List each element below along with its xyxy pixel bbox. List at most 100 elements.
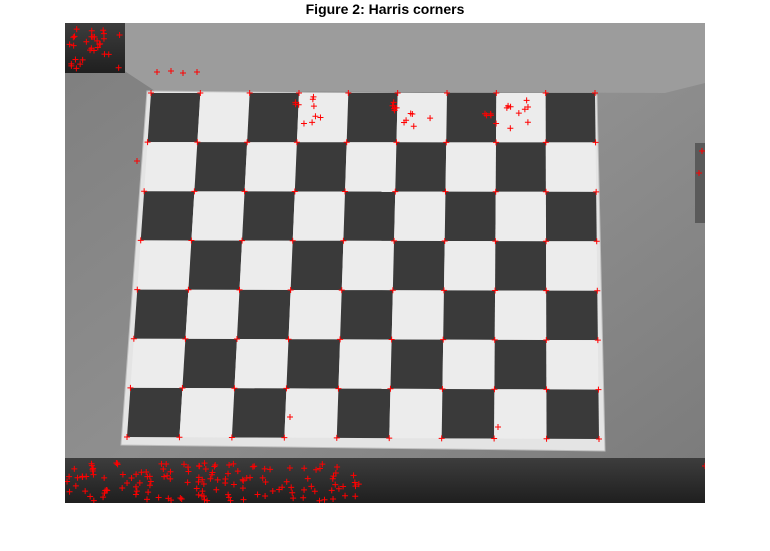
corner-marker — [124, 434, 130, 440]
corner-marker — [440, 336, 447, 343]
light-square — [284, 388, 339, 438]
corner-marker — [66, 41, 73, 48]
corner-marker — [596, 436, 602, 442]
corner-marker — [387, 385, 394, 392]
light-square — [546, 339, 599, 390]
corner-marker — [239, 476, 246, 483]
corner-marker — [66, 473, 73, 480]
corner-marker — [244, 139, 251, 146]
corner-marker — [90, 471, 97, 478]
dark-square — [441, 389, 495, 439]
corner-marker — [702, 463, 705, 469]
light-square — [341, 240, 395, 291]
corner-marker — [338, 287, 345, 294]
dark-square — [494, 339, 547, 390]
light-square — [292, 191, 346, 241]
corner-marker — [66, 488, 73, 495]
corner-marker — [386, 435, 393, 442]
corner-marker — [138, 469, 145, 476]
corner-marker — [440, 287, 447, 294]
corner-marker — [130, 335, 137, 342]
corner-marker — [262, 493, 269, 500]
corner-marker — [146, 473, 153, 480]
light-square — [288, 289, 342, 340]
corner-marker — [240, 477, 247, 484]
corner-marker — [283, 385, 290, 392]
light-square — [244, 142, 297, 192]
corner-marker — [164, 472, 171, 479]
corner-marker — [355, 481, 362, 488]
corner-marker — [439, 386, 446, 392]
corner-marker — [491, 386, 498, 393]
corner-marker — [225, 470, 232, 477]
corner-marker — [239, 485, 246, 492]
corner-marker — [247, 474, 254, 481]
corner-marker — [65, 478, 71, 485]
corner-marker — [246, 90, 253, 96]
dark-square — [127, 387, 183, 438]
corner-marker — [241, 188, 248, 195]
corner-marker — [214, 476, 221, 483]
corner-marker — [160, 466, 167, 473]
corner-marker — [503, 104, 510, 111]
light-square — [396, 93, 447, 143]
corner-marker — [234, 468, 241, 475]
box-top-face — [120, 23, 705, 93]
corner-marker — [443, 139, 450, 146]
corner-marker — [188, 237, 195, 244]
corner-marker — [133, 471, 140, 478]
corner-marker — [259, 474, 266, 481]
corner-marker — [185, 468, 192, 475]
corner-marker — [191, 188, 198, 195]
corner-marker — [492, 287, 499, 294]
corner-marker — [267, 466, 274, 473]
corner-marker — [352, 493, 359, 500]
corner-marker — [201, 460, 208, 467]
corner-marker — [289, 489, 296, 496]
corner-marker — [391, 107, 398, 114]
corner-marker — [180, 70, 186, 76]
corner-marker — [699, 148, 705, 154]
corner-marker — [124, 480, 131, 487]
corner-marker — [77, 61, 84, 68]
dark-square — [286, 339, 341, 389]
corner-marker — [309, 119, 316, 126]
corner-marker — [342, 188, 349, 195]
corner-marker — [393, 139, 400, 146]
corner-marker — [230, 481, 237, 488]
corner-marker — [444, 90, 450, 96]
corner-marker — [90, 497, 97, 503]
light-square — [445, 142, 497, 192]
corner-marker — [88, 27, 95, 34]
corner-marker — [403, 117, 410, 124]
corner-marker — [87, 493, 94, 500]
corner-marker — [515, 110, 522, 117]
corner-marker — [279, 484, 286, 491]
corner-marker — [696, 170, 702, 176]
light-square — [191, 191, 245, 241]
corner-marker — [195, 491, 202, 498]
corner-marker — [182, 335, 189, 342]
corner-marker — [70, 34, 77, 41]
corner-marker — [410, 123, 417, 130]
corner-marker — [147, 478, 154, 485]
dark-square — [290, 240, 344, 291]
corner-marker — [185, 286, 192, 293]
light-square — [338, 339, 392, 389]
dark-square — [545, 191, 597, 242]
corner-marker — [350, 472, 357, 479]
dark-square — [140, 191, 195, 241]
corner-marker — [483, 112, 490, 119]
corner-marker — [163, 461, 170, 468]
light-square — [394, 191, 446, 241]
corner-marker — [134, 158, 140, 164]
dark-square — [194, 142, 248, 192]
corner-marker — [334, 463, 341, 470]
corner-marker — [202, 465, 209, 472]
light-square — [495, 191, 547, 242]
corner-marker — [226, 461, 233, 468]
corner-marker — [168, 497, 175, 503]
dark-square — [390, 339, 444, 389]
light-square — [546, 241, 598, 291]
corner-marker — [168, 68, 174, 74]
